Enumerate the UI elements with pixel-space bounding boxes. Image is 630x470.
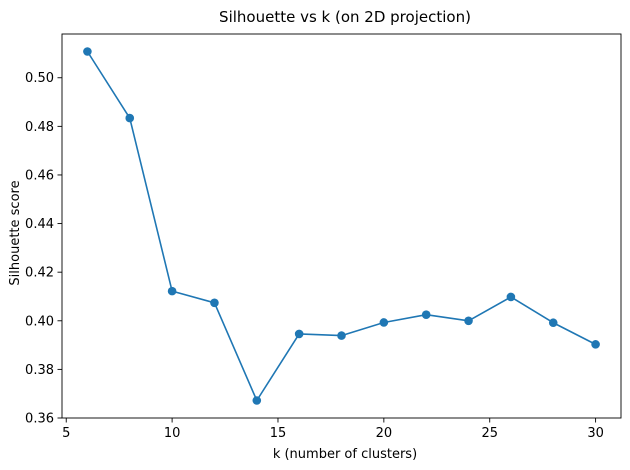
data-point	[591, 340, 600, 349]
y-tick-label: 0.50	[25, 71, 54, 86]
x-tick-label: 30	[587, 426, 604, 441]
data-point	[548, 318, 558, 328]
x-tick-label: 20	[376, 426, 393, 441]
y-tick-label: 0.42	[25, 266, 54, 281]
data-point	[83, 47, 92, 56]
data-point	[210, 298, 219, 308]
y-axis-label: Silhouette score	[8, 180, 23, 285]
data-point	[421, 310, 431, 320]
x-tick-label: 25	[481, 426, 498, 441]
data-point	[464, 316, 473, 326]
y-tick-label: 0.38	[25, 363, 54, 378]
data-point	[294, 329, 304, 339]
x-tick-label: 10	[164, 426, 181, 441]
x-tick-label: 15	[270, 426, 287, 441]
y-tick-label: 0.44	[25, 217, 54, 232]
data-point	[379, 318, 389, 327]
x-tick-label: 5	[62, 426, 70, 441]
plot-area: 5 10 15 20 25 30 0.36 0.38 0.40 0.42 0.44 0.46 0.48 0…	[25, 33, 622, 441]
y-tick-label: 0.46	[25, 168, 54, 183]
y-tick-label: 0.40	[25, 314, 54, 329]
y-tick-label: 0.36	[25, 412, 54, 427]
data-point	[167, 286, 177, 296]
chart-title: Silhouette vs k (on 2D projection)	[219, 8, 471, 26]
y-tick-label: 0.48	[25, 120, 54, 135]
data-point	[252, 396, 262, 405]
x-axis-label: k (number of clusters)	[273, 447, 417, 462]
data-point	[506, 292, 516, 302]
axes-frame	[61, 33, 622, 419]
data-point	[337, 331, 346, 340]
data-point	[125, 113, 135, 123]
